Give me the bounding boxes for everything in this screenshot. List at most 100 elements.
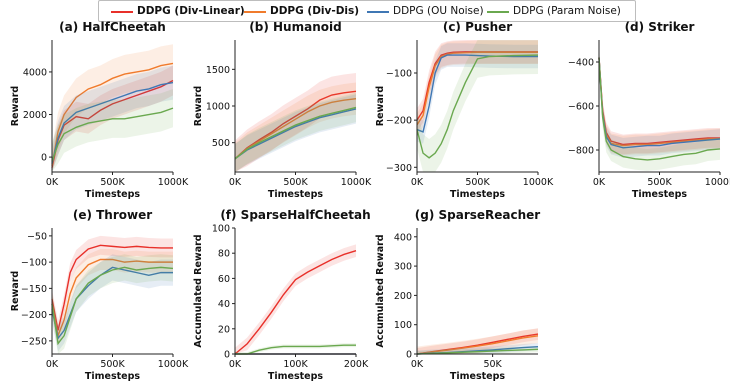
chart-title: (f) SparseHalfCheetah [220,208,370,222]
band-ddpg-div-dis [52,249,173,347]
x-tick-label: 1000K [523,177,554,188]
x-axis-label: Timesteps [632,189,688,200]
series-line-ddpg-div-linear [51,244,173,331]
y-tick-label: −300 [386,163,412,174]
band-ddpg-param-noise [235,92,356,172]
y-tick-label: 200 [394,291,412,302]
x-tick-label: 500K [100,359,125,370]
x-tick-label: 0K [229,359,242,370]
band-ddpg-div-linear [417,40,538,132]
y-axis-label: Accumulated Reward [375,234,386,347]
x-tick-label: 500K [465,177,490,188]
y-tick-label: −200 [21,310,47,321]
y-axis-label: Accumulated Reward [193,234,204,347]
chart-panel-2: (c) Pusher 0K 500K 1000K −300 −200 −100 Timeste… [375,20,554,200]
legend-label: DDPG (Div-Linear) [137,5,245,17]
series-line-ddpg-param-noise [598,57,721,161]
legend-label: DDPG (Div-Dis) [270,5,360,17]
x-tick-label: 1000K [705,177,730,188]
x-axis-label: Timesteps [450,371,506,382]
chart-title: (b) Humanoid [249,20,341,34]
series-line-ddpg-param-noise [234,106,357,160]
band-ddpg-div-linear [417,328,538,354]
y-axis-label: Reward [10,271,21,311]
chart-title: (c) Pusher [443,20,512,34]
legend: DDPG (Div-Linear) DDPG (Div-Dis) DDPG (O… [98,0,636,22]
x-tick-label: 0K [411,359,424,370]
band-ddpg-param-noise [417,40,538,172]
y-tick-label: −250 [21,336,47,347]
chart-panel-1: (b) Humanoid 0K 500K 1000K 500 1000 1500 Timest… [193,20,372,200]
legend-swatch [367,11,389,13]
y-tick-label: 2000 [23,110,47,121]
y-tick-label: 20 [218,324,230,335]
band-ddpg-ou-noise [599,47,720,158]
x-tick-label: 1000K [158,177,189,188]
x-tick-label: 50K [483,359,502,370]
x-tick-label: 200K [344,359,369,370]
x-tick-label: 500K [100,177,125,188]
y-tick-label: 0 [406,350,412,361]
x-tick-label: 0K [46,359,59,370]
band-ddpg-param-noise [599,46,720,171]
x-tick-label: 500K [647,177,672,188]
x-tick-label: 500K [283,177,308,188]
series-line-ddpg-div-dis [234,97,357,160]
x-tick-label: 1000K [341,177,372,188]
chart-panel-4: (e) Thrower 0K 500K 1000K −250 −200 −150 −100 −5… [10,208,189,382]
y-tick-label: −800 [568,146,594,157]
band-ddpg-ou-noise [417,43,538,144]
series-line-ddpg-param-noise [235,344,356,355]
x-axis-label: Timesteps [268,371,324,382]
band-ddpg-ou-noise [52,65,173,172]
series-line-ddpg-param-noise [416,54,539,159]
series-line-ddpg-div-dis [51,62,174,166]
band-ddpg-div-linear [235,244,356,354]
y-tick-label: −400 [568,58,594,69]
series-line-ddpg-param-noise [51,266,174,346]
y-tick-label: 4000 [23,67,47,78]
x-tick-label: 100K [283,359,308,370]
chart-title: (d) Striker [625,20,695,34]
y-axis-label: Reward [10,86,21,126]
y-tick-label: 1000 [206,102,230,113]
series-line-ddpg-div-dis [416,335,539,355]
y-tick-label: 0 [224,350,230,361]
series-line-ddpg-param-noise [51,107,174,162]
legend-swatch [487,11,509,13]
x-axis-label: Timesteps [268,189,324,200]
y-axis-label: Reward [375,86,386,126]
y-tick-label: −150 [21,284,47,295]
series-line-ddpg-ou-noise [51,81,174,164]
series-line-ddpg-div-linear [234,250,357,355]
band-ddpg-param-noise [52,254,173,354]
y-tick-label: 0 [41,153,47,164]
series-line-ddpg-div-linear [51,79,174,168]
legend-swatch [111,11,133,13]
x-tick-label: 1000K [158,359,189,370]
y-tick-label: 400 [394,232,412,243]
y-tick-label: 1500 [206,65,230,76]
y-tick-label: −600 [568,102,594,113]
series-line-ddpg-param-noise [416,348,539,355]
y-tick-label: −100 [21,258,47,269]
y-tick-label: −200 [386,116,412,127]
y-tick-label: 100 [212,224,230,235]
y-tick-label: 300 [394,262,412,273]
band-ddpg-ou-noise [417,343,538,354]
legend-label: DDPG (Param Noise) [513,5,621,17]
series-line-ddpg-div-dis [416,51,538,126]
y-axis-label: Reward [193,86,204,126]
y-tick-label: −100 [386,69,412,80]
x-axis-label: Timesteps [85,371,141,382]
chart-panel-5: (f) SparseHalfCheetah 0K 100K 200K 0 20 40 60 80… [193,208,371,382]
chart-panel-6: (g) SparseReacher 0K 50K 0 100 200 300 400 Times… [375,208,540,382]
chart-title: (a) HalfCheetah [59,20,166,34]
x-axis-label: Timesteps [85,189,141,200]
y-tick-label: −50 [27,231,47,242]
x-tick-label: 0K [46,177,59,188]
chart-panel-3: (d) Striker 0K 500K 1000K −800 −600 −400 Timest… [568,20,730,200]
band-ddpg-div-dis [52,44,173,172]
chart-panel-0: (a) HalfCheetah 0K 500K 1000K 0 2000 4000 Times… [10,20,189,200]
